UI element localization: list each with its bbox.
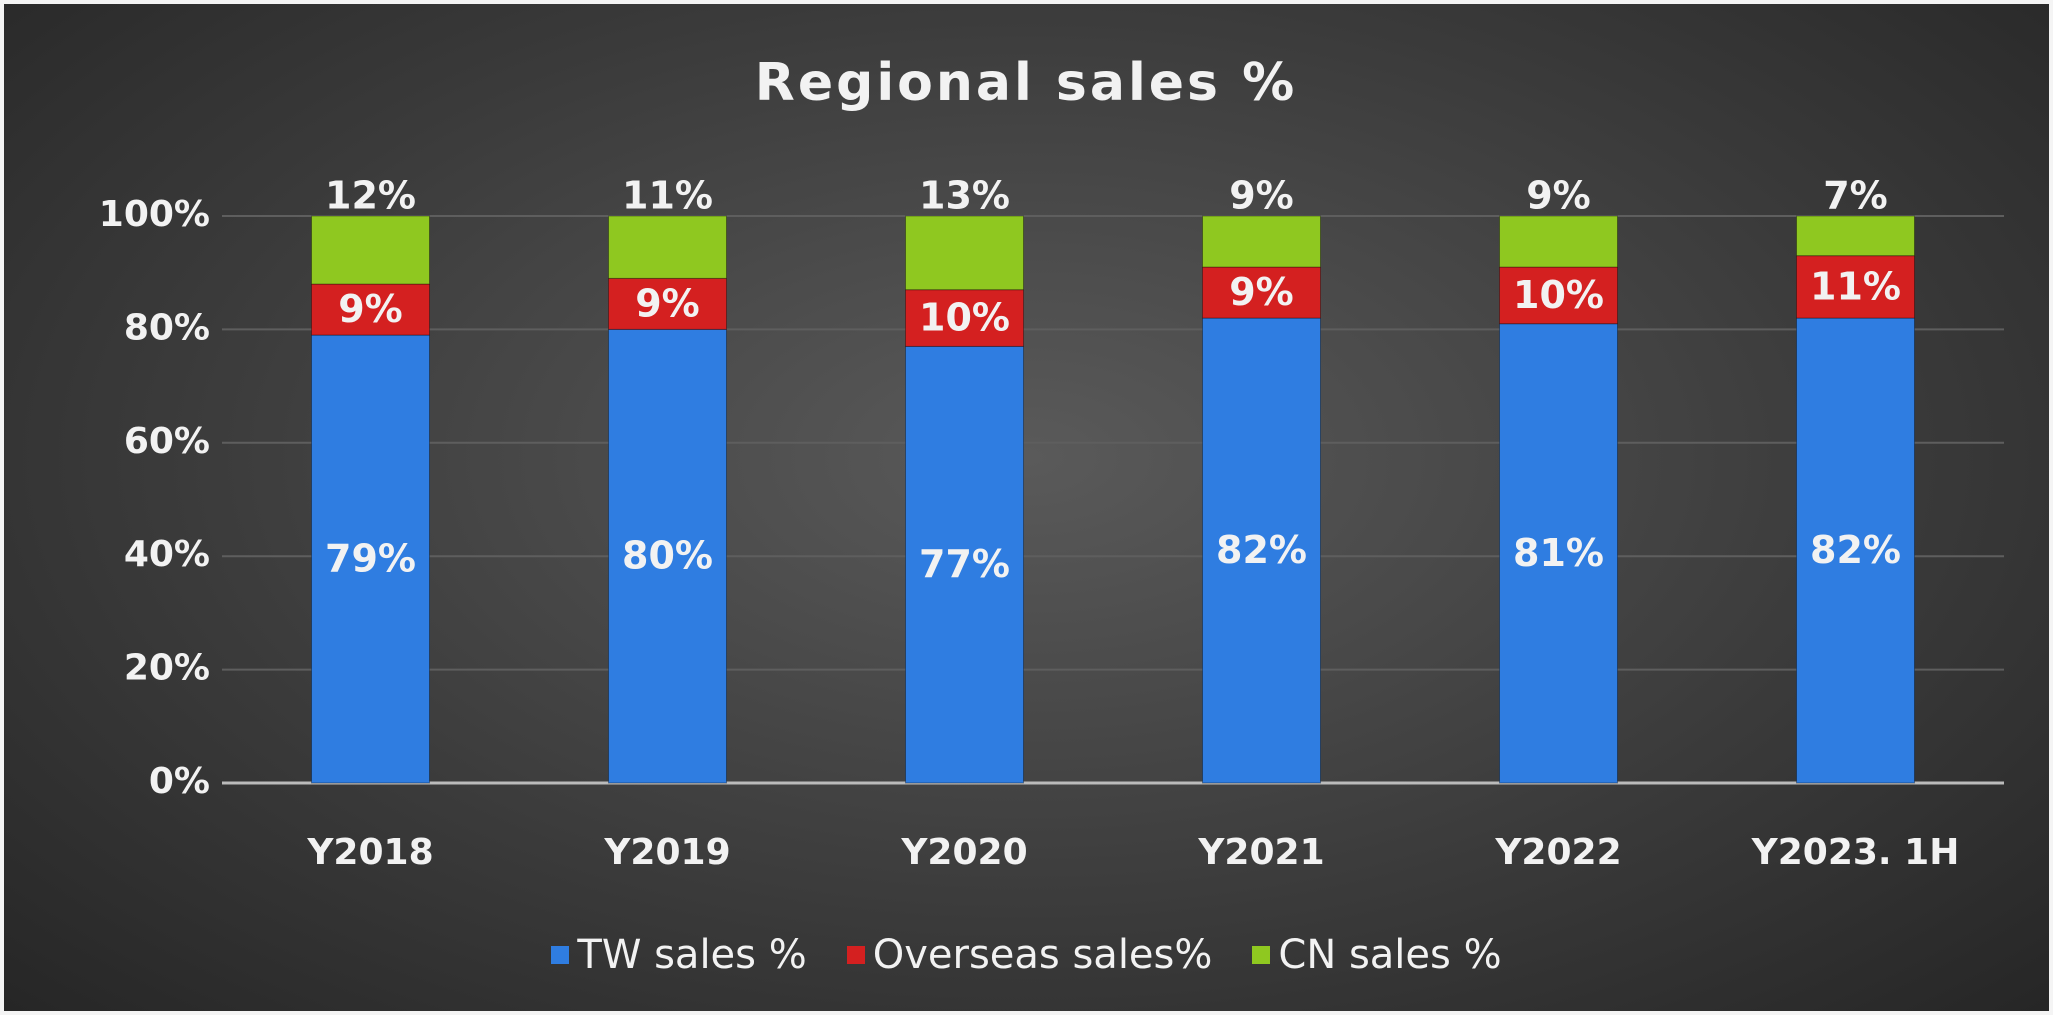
data-label: 79% — [325, 537, 416, 581]
data-label: 77% — [919, 542, 1010, 586]
bar-segment — [1499, 266, 1618, 325]
legend-swatch — [551, 946, 570, 964]
bar-segment — [905, 289, 1024, 347]
x-tick-label: Y2022 — [1494, 832, 1621, 873]
data-label: 80% — [622, 534, 713, 578]
y-tick-label: 40% — [124, 534, 210, 575]
bar-segment — [311, 283, 430, 336]
data-label: 11% — [1810, 264, 1901, 308]
data-label: 10% — [919, 296, 1010, 340]
bar-segment — [1202, 266, 1321, 319]
bar-segment — [905, 215, 1024, 291]
legend-swatch — [1252, 946, 1271, 964]
data-label: 9% — [1229, 174, 1294, 218]
data-label: 12% — [325, 174, 416, 218]
bar-segment — [905, 345, 1024, 784]
bar-segment — [1796, 317, 1915, 784]
y-tick-label: 60% — [124, 421, 210, 462]
x-tick-label: Y2023. 1H — [1751, 832, 1960, 873]
bar-segment — [311, 215, 430, 285]
bar-segment — [608, 215, 727, 279]
data-label: 9% — [338, 287, 403, 331]
legend-swatch — [846, 946, 865, 964]
x-tick-label: Y2020 — [900, 832, 1027, 873]
x-tick-label: Y2021 — [1197, 832, 1324, 873]
y-tick-label: 20% — [124, 648, 210, 689]
y-tick-label: 80% — [124, 307, 210, 348]
bar-segment — [1796, 255, 1915, 319]
bar-segment — [1796, 215, 1915, 257]
data-label: 82% — [1216, 528, 1307, 572]
data-label: 9% — [635, 281, 700, 325]
data-label: 11% — [622, 174, 713, 218]
chart-title: Regional sales % — [755, 53, 1297, 113]
data-label: 81% — [1513, 531, 1604, 575]
y-tick-label: 100% — [99, 194, 210, 235]
legend-item: Overseas sales% — [846, 932, 1213, 978]
bar-segment — [608, 328, 727, 784]
legend-label: CN sales % — [1278, 932, 1502, 978]
data-label: 7% — [1823, 174, 1888, 218]
y-tick-label: 0% — [149, 761, 210, 802]
data-label: 82% — [1810, 528, 1901, 572]
data-label: 10% — [1513, 273, 1604, 317]
legend-label: TW sales % — [577, 932, 807, 978]
data-label: 9% — [1526, 174, 1591, 218]
legend-item: CN sales % — [1252, 932, 1502, 978]
x-tick-label: Y2018 — [306, 832, 433, 873]
bar-segment — [1499, 215, 1618, 268]
bar-segment — [311, 334, 430, 784]
legend-label: Overseas sales% — [872, 932, 1213, 978]
data-label: 9% — [1229, 270, 1294, 314]
legend: TW sales % Overseas sales% CN sales % — [4, 932, 2049, 978]
x-tick-label: Y2019 — [603, 832, 730, 873]
data-label: 13% — [919, 174, 1010, 218]
bar-segment — [1202, 215, 1321, 268]
plot: Regional sales % 0% 20% 40% 60% 80% 100% Y2018… — [99, 53, 2004, 873]
legend-item: TW sales % — [551, 932, 807, 978]
bar-segment — [1499, 323, 1618, 784]
bar-segment — [1202, 317, 1321, 784]
